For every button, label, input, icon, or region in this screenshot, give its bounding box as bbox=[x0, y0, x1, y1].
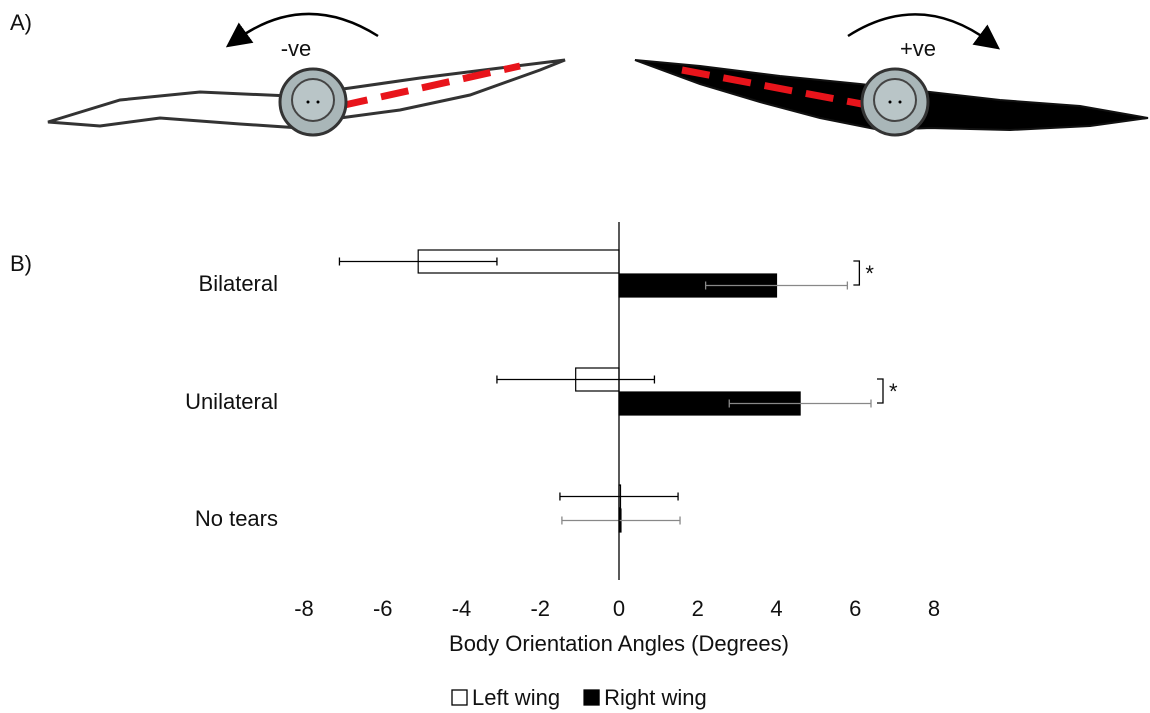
rotation-label: +ve bbox=[900, 36, 936, 61]
x-tick-label: -4 bbox=[452, 596, 472, 621]
error-bar bbox=[728, 399, 872, 408]
panel-label: B) bbox=[10, 251, 32, 276]
x-tick-label: 0 bbox=[613, 596, 625, 621]
left-wing-diagram: -ve bbox=[47, 12, 566, 137]
legend-label: Left wing bbox=[472, 685, 560, 710]
x-tick-label: 4 bbox=[770, 596, 782, 621]
error-bar bbox=[704, 281, 849, 290]
error-bar bbox=[561, 516, 681, 525]
rotation-label: -ve bbox=[281, 36, 312, 61]
category-label: Unilateral bbox=[185, 389, 278, 414]
error-bar bbox=[496, 375, 656, 384]
legend-swatch bbox=[583, 689, 600, 706]
significance-star: * bbox=[889, 379, 898, 404]
x-tick-label: -2 bbox=[530, 596, 550, 621]
significance-star: * bbox=[865, 261, 874, 286]
significance-bracket bbox=[853, 260, 861, 286]
legend-label: Right wing bbox=[604, 685, 707, 710]
legend-swatch bbox=[451, 689, 468, 706]
error-bar bbox=[338, 257, 498, 266]
x-tick-label: -8 bbox=[294, 596, 314, 621]
x-tick-label: 8 bbox=[928, 596, 940, 621]
x-tick-label: -6 bbox=[373, 596, 393, 621]
category-label: Bilateral bbox=[199, 271, 278, 296]
category-label: No tears bbox=[195, 506, 278, 531]
x-axis-title: Body Orientation Angles (Degrees) bbox=[449, 631, 789, 656]
x-tick-label: 2 bbox=[692, 596, 704, 621]
x-tick-label: 6 bbox=[849, 596, 861, 621]
right-wing-diagram: +ve bbox=[634, 13, 1149, 137]
panel-label: A) bbox=[10, 10, 32, 35]
significance-bracket bbox=[877, 378, 884, 404]
